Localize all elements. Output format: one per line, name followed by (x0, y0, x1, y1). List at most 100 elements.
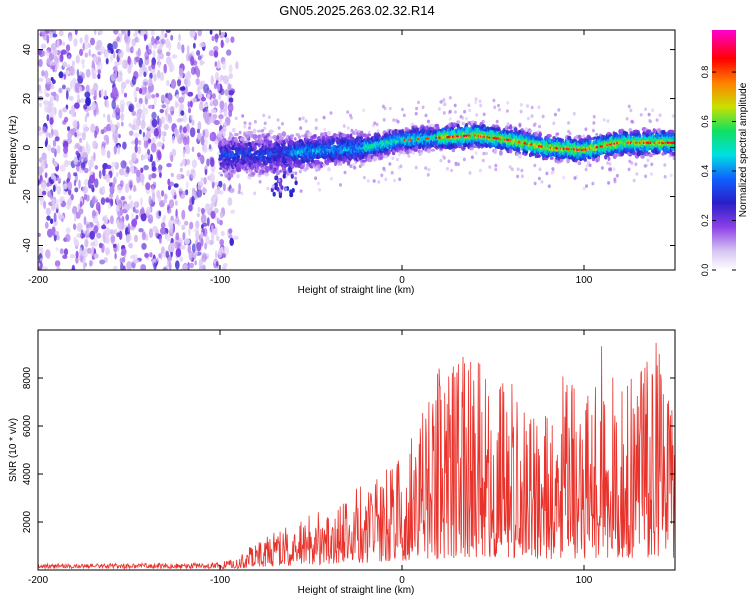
heatmap-cell (48, 107, 54, 117)
heatmap-cell (221, 60, 227, 71)
heatmap-cell (208, 144, 212, 150)
heatmap-cell (135, 86, 140, 92)
heatmap-cell (178, 107, 181, 118)
heatmap-cell (75, 250, 79, 259)
heatmap-cell (81, 72, 85, 80)
heatmap-cell (195, 78, 200, 86)
heatmap-cell (119, 99, 125, 109)
heatmap-cell (245, 170, 249, 174)
heatmap-cell (120, 160, 127, 169)
heatmap-cell (117, 185, 123, 194)
heatmap-cell (63, 145, 69, 154)
heatmap-cell (119, 180, 124, 188)
heatmap-cell (38, 262, 41, 268)
heatmap-cell (210, 224, 214, 231)
heatmap-cell (327, 167, 331, 172)
heatmap-cell (156, 190, 161, 199)
heatmap-cell (189, 262, 194, 269)
heatmap-cell (70, 80, 73, 90)
heatmap-cell (131, 219, 138, 227)
heatmap-cell (167, 257, 171, 268)
heatmap-cell (230, 36, 235, 43)
heatmap-cell (168, 219, 173, 229)
heatmap-cell (164, 232, 168, 240)
heatmap-cell (46, 182, 50, 188)
heatmap-cell (214, 188, 218, 199)
heatmap-cell (295, 159, 299, 164)
heatmap-cell (109, 119, 113, 128)
heatmap-cell (120, 112, 125, 122)
heatmap-cell (141, 62, 146, 72)
heatmap-cell (101, 147, 106, 156)
heatmap-cell (121, 60, 126, 69)
heatmap-cell (98, 242, 103, 249)
heatmap-cell (228, 64, 233, 74)
heatmap-cell (38, 131, 43, 136)
heatmap-cell (96, 61, 103, 71)
heatmap-cell (144, 252, 150, 258)
heatmap-cell (148, 195, 152, 206)
heatmap-cell (133, 89, 137, 99)
heatmap-cell (159, 235, 162, 244)
heatmap-cell (153, 72, 157, 82)
heatmap-cell (211, 35, 215, 42)
heatmap-cell (84, 115, 88, 123)
heatmap-cell (607, 156, 611, 161)
heatmap-cell (64, 159, 69, 168)
heatmap-cell (79, 247, 83, 257)
heatmap-cell (38, 166, 43, 176)
heatmap-cell (341, 133, 347, 138)
heatmap-cell (160, 38, 166, 45)
heatmap-cell (131, 124, 136, 131)
heatmap-cell (93, 152, 96, 162)
heatmap-cell (111, 99, 116, 110)
heatmap-cell (63, 152, 68, 158)
heatmap-cell (38, 188, 43, 197)
heatmap-cell (120, 251, 125, 256)
heatmap-cell (200, 135, 205, 146)
heatmap-cell (97, 69, 102, 75)
heatmap-cell (161, 104, 167, 109)
heatmap-cell (78, 86, 83, 93)
heatmap-cell (177, 41, 180, 46)
heatmap-cell (226, 49, 232, 56)
heatmap-cell (182, 126, 187, 134)
heatmap-cell (117, 222, 120, 228)
heatmap-cell (140, 212, 147, 222)
heatmap-cell (68, 95, 74, 101)
heatmap-cell (38, 59, 43, 67)
heatmap-cell (153, 262, 157, 270)
heatmap-cell (106, 150, 111, 159)
heatmap-cell (219, 219, 223, 226)
heatmap-cell (73, 179, 77, 187)
heatmap-cell (55, 247, 59, 252)
heatmap-cell (61, 61, 68, 68)
heatmap-cell (134, 97, 138, 103)
heatmap-cell (220, 173, 224, 177)
heatmap-cell (50, 173, 55, 180)
heatmap-cell (94, 178, 99, 188)
heatmap-cell (131, 152, 137, 162)
heatmap-cell (147, 148, 150, 156)
heatmap-cell (474, 121, 477, 124)
heatmap-cell (451, 148, 456, 153)
heatmap-cell (131, 38, 136, 47)
heatmap-cell (55, 93, 59, 102)
heatmap-cell (121, 256, 126, 263)
heatmap-cell (104, 49, 109, 59)
heatmap-cell (222, 183, 226, 192)
heatmap-cell (89, 230, 95, 240)
heatmap-cell (113, 145, 118, 155)
heatmap-cell (115, 171, 119, 178)
heatmap-cell (143, 71, 147, 78)
heatmap-cell (63, 248, 69, 256)
heatmap-cell (152, 225, 158, 232)
heatmap-cell (167, 93, 173, 101)
heatmap-cell (41, 152, 47, 160)
heatmap-cell (135, 50, 140, 57)
heatmap-cell (263, 155, 267, 160)
heatmap-cell (141, 113, 146, 122)
heatmap-cell (84, 238, 89, 248)
heatmap-cell (134, 144, 138, 153)
heatmap-cell (62, 183, 68, 190)
